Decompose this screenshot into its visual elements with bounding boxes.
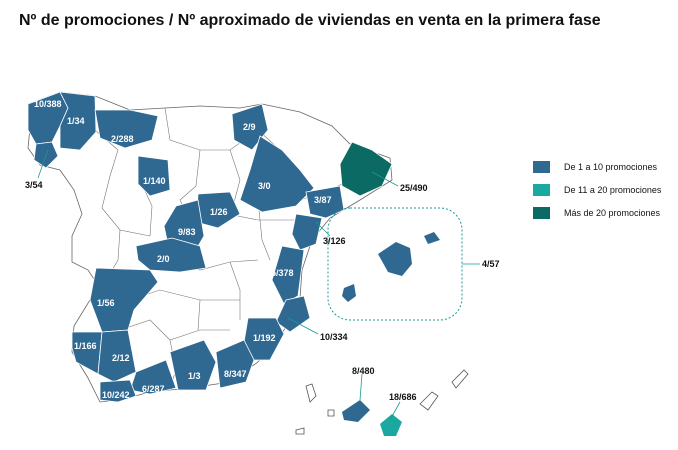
legend-item: De 11 a 20 promociones: [533, 183, 661, 197]
region-label: 4/57: [482, 259, 500, 269]
island-ibiza[interactable]: [342, 284, 356, 302]
region-label: 6/287: [142, 384, 165, 394]
region-label: 1/140: [143, 176, 166, 186]
province-toledo[interactable]: [135, 237, 207, 273]
legend-label: De 11 a 20 promociones: [564, 185, 662, 195]
province-sevilla[interactable]: [97, 329, 137, 383]
region-label: 3/0: [258, 181, 271, 191]
region-label: 1/56: [97, 298, 115, 308]
region-label: 25/490: [400, 183, 428, 193]
legend-label: Más de 20 promociones: [564, 208, 661, 218]
region-label: 9/83: [178, 227, 196, 237]
province-lugo[interactable]: [59, 91, 97, 151]
region-label: 1/3: [188, 371, 201, 381]
province-barcelona[interactable]: [339, 141, 393, 197]
province-huelva[interactable]: [71, 331, 103, 375]
legend-swatch: [533, 207, 550, 219]
region-label: 8/480: [352, 366, 375, 376]
balearic-islands: [327, 207, 463, 321]
island-la-gomera: [327, 409, 335, 417]
region-label: 2/9: [243, 122, 256, 132]
region-label: 10/242: [102, 390, 130, 400]
legend-item: De 1 a 10 promociones: [533, 160, 661, 174]
region-label: 2/12: [112, 353, 130, 363]
region-label: 2/0: [157, 254, 170, 264]
province-castellon[interactable]: [291, 213, 323, 251]
legend: De 1 a 10 promociones De 11 a 20 promoci…: [533, 160, 661, 229]
region-label: 18/686: [389, 392, 417, 402]
region-label: 10/388: [34, 99, 62, 109]
leader-lines: [37, 149, 480, 421]
province-tenerife[interactable]: [342, 400, 370, 422]
region-label: 3/54: [25, 180, 43, 190]
island-el-hierro: [295, 427, 305, 435]
island-fuerteventura: [419, 391, 439, 411]
region-label: 1/26: [210, 207, 228, 217]
region-label: 3/87: [314, 195, 332, 205]
legend-swatch: [533, 184, 550, 196]
province-leon[interactable]: [137, 155, 171, 197]
island-lanzarote: [451, 369, 469, 389]
legend-label: De 1 a 10 promociones: [564, 162, 658, 172]
region-label: 2/288: [111, 134, 134, 144]
region-label: 3/126: [323, 236, 346, 246]
canary-islands: [295, 369, 469, 436]
island-menorca[interactable]: [424, 232, 440, 244]
province-zaragoza[interactable]: [239, 135, 315, 213]
balearic-frame: [327, 207, 463, 321]
region-label: 5/378: [271, 268, 294, 278]
province-granada[interactable]: [169, 339, 217, 391]
shaded-provinces: [27, 91, 393, 403]
province-badajoz[interactable]: [89, 267, 159, 333]
region-label: 10/334: [320, 332, 348, 342]
province-baleares-mallorca[interactable]: [378, 242, 412, 276]
legend-item: Más de 20 promociones: [533, 206, 661, 220]
region-labels: 10/388 1/34 3/54 2/288 2/9 1/140 3/0 25/…: [25, 99, 500, 402]
region-label: 8/347: [224, 369, 247, 379]
island-la-palma: [305, 383, 317, 403]
province-gran-canaria[interactable]: [380, 414, 402, 436]
map-title: Nº de promociones / Nº aproximado de viv…: [19, 12, 601, 29]
province-asturias[interactable]: [94, 109, 159, 149]
province-alicante[interactable]: [275, 295, 311, 333]
province-cadiz[interactable]: [99, 379, 137, 403]
legend-swatch: [533, 161, 550, 173]
region-label: 1/192: [253, 333, 276, 343]
province-almeria[interactable]: [215, 339, 255, 389]
region-label: 1/166: [74, 341, 97, 351]
region-label: 1/34: [67, 116, 85, 126]
